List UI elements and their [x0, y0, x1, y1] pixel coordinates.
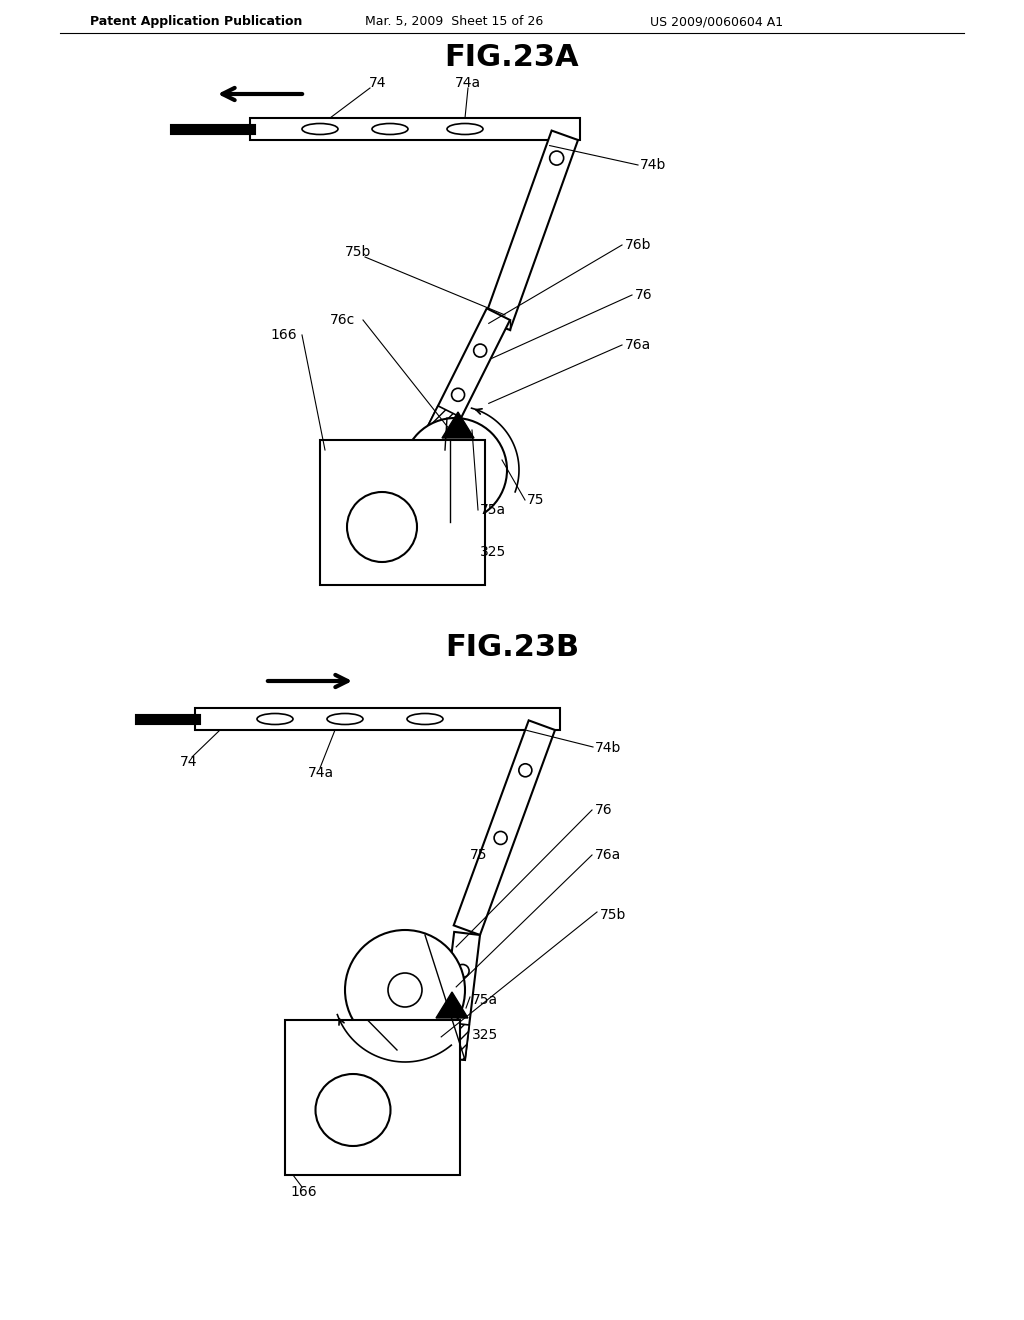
- Ellipse shape: [452, 388, 465, 401]
- Text: 74b: 74b: [640, 158, 667, 172]
- Polygon shape: [436, 993, 468, 1018]
- Circle shape: [388, 973, 422, 1007]
- Text: FIG.23A: FIG.23A: [444, 44, 580, 73]
- Ellipse shape: [257, 714, 293, 725]
- Text: 75: 75: [470, 847, 487, 862]
- Ellipse shape: [495, 832, 507, 845]
- Text: 325: 325: [472, 1028, 499, 1041]
- Ellipse shape: [456, 965, 469, 977]
- Ellipse shape: [372, 124, 408, 135]
- Polygon shape: [422, 405, 461, 450]
- Text: 75b: 75b: [600, 908, 627, 921]
- Ellipse shape: [327, 714, 362, 725]
- Text: 76a: 76a: [625, 338, 651, 352]
- Text: 166: 166: [290, 1185, 316, 1199]
- Text: 76a: 76a: [595, 847, 622, 862]
- Text: 76b: 76b: [625, 238, 651, 252]
- Text: Mar. 5, 2009  Sheet 15 of 26: Mar. 5, 2009 Sheet 15 of 26: [365, 16, 544, 29]
- Text: US 2009/0060604 A1: US 2009/0060604 A1: [650, 16, 783, 29]
- FancyBboxPatch shape: [285, 1020, 460, 1175]
- Circle shape: [403, 418, 507, 521]
- Text: 75: 75: [527, 492, 545, 507]
- Text: 325: 325: [480, 545, 506, 558]
- Polygon shape: [454, 721, 555, 935]
- Text: FIG.23B: FIG.23B: [445, 634, 579, 663]
- Text: 76: 76: [635, 288, 652, 302]
- Ellipse shape: [302, 124, 338, 135]
- Text: 75a: 75a: [480, 503, 506, 517]
- Polygon shape: [442, 412, 474, 438]
- Text: 166: 166: [270, 327, 297, 342]
- Text: 74a: 74a: [308, 766, 334, 780]
- Polygon shape: [483, 131, 578, 330]
- Text: 74a: 74a: [455, 77, 481, 90]
- Ellipse shape: [315, 1074, 390, 1146]
- Ellipse shape: [519, 764, 531, 776]
- FancyBboxPatch shape: [195, 708, 560, 730]
- Text: 75a: 75a: [472, 993, 498, 1007]
- Text: 74: 74: [370, 77, 387, 90]
- Polygon shape: [422, 309, 510, 450]
- Polygon shape: [439, 1022, 469, 1060]
- FancyBboxPatch shape: [319, 440, 485, 585]
- Circle shape: [439, 454, 471, 486]
- Text: 76c: 76c: [330, 313, 355, 327]
- Text: 76: 76: [595, 803, 612, 817]
- Text: 74: 74: [180, 755, 198, 770]
- FancyBboxPatch shape: [250, 117, 580, 140]
- Ellipse shape: [407, 714, 443, 725]
- Ellipse shape: [550, 150, 563, 165]
- Ellipse shape: [447, 124, 483, 135]
- Text: 75b: 75b: [345, 246, 372, 259]
- Text: 74b: 74b: [595, 741, 622, 755]
- Text: Patent Application Publication: Patent Application Publication: [90, 16, 302, 29]
- Ellipse shape: [474, 345, 486, 358]
- Polygon shape: [439, 932, 480, 1060]
- Circle shape: [345, 931, 465, 1049]
- Ellipse shape: [347, 492, 417, 562]
